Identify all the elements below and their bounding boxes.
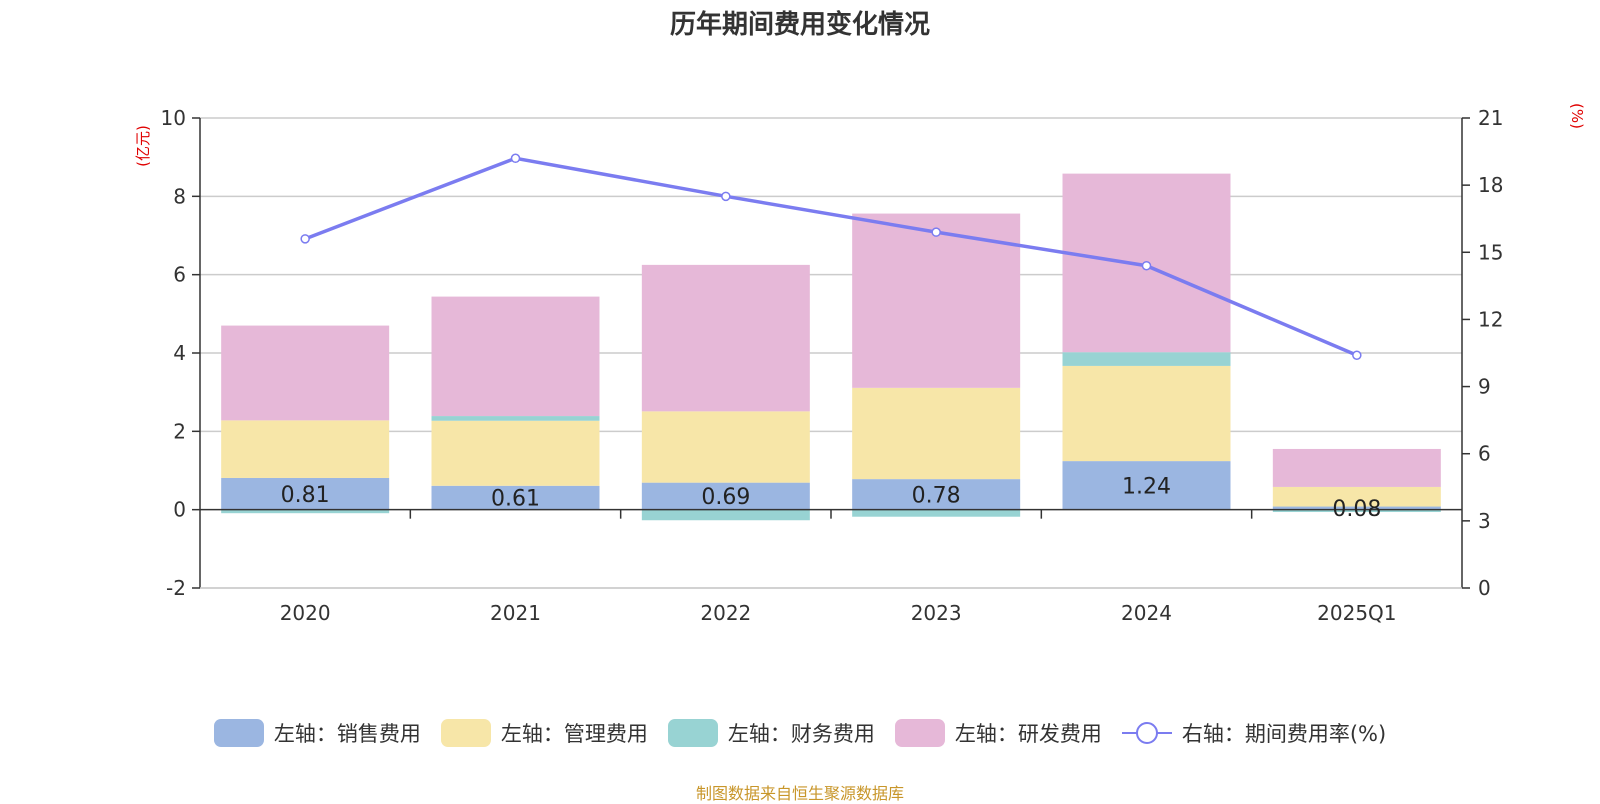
right-axis-tick-label: 21 bbox=[1478, 106, 1503, 130]
bar-admin-2023 bbox=[852, 387, 1021, 480]
legend-swatch-admin bbox=[440, 719, 491, 747]
left-axis-tick-label: 6 bbox=[173, 263, 186, 287]
x-axis-tick-label: 2022 bbox=[700, 601, 751, 625]
data-label-sales: 0.08 bbox=[1332, 497, 1381, 522]
bar-admin-2020 bbox=[221, 420, 390, 478]
rate-point bbox=[510, 153, 521, 164]
data-label-sales: 1.24 bbox=[1122, 474, 1171, 499]
right-axis-tick-label: 6 bbox=[1478, 442, 1491, 466]
rate-point bbox=[300, 234, 310, 244]
legend-swatch-rd bbox=[894, 719, 945, 747]
legend-label-rate: 右轴：期间费用率(%) bbox=[1181, 722, 1387, 746]
bar-sales-2021 bbox=[431, 485, 600, 510]
legend-item-rate[interactable]: 右轴：期间费用率(%) bbox=[1121, 718, 1387, 748]
legend-item-admin[interactable]: 左轴：管理费用 bbox=[440, 718, 648, 748]
right-axis-unit: (%) bbox=[1568, 103, 1586, 129]
legend-item-rd[interactable]: 左轴：研发费用 bbox=[894, 718, 1102, 748]
legend-item-finance[interactable]: 左轴：财务费用 bbox=[667, 718, 875, 748]
right-axis-tick-label: 9 bbox=[1478, 375, 1491, 399]
bar-admin-2021 bbox=[431, 420, 600, 486]
x-axis-tick-label: 2024 bbox=[1121, 601, 1172, 625]
left-axis-tick-label: 10 bbox=[161, 106, 186, 130]
bar-finance-2020 bbox=[221, 509, 390, 514]
bar-rd-2023 bbox=[852, 213, 1021, 388]
right-axis-tick-label: 18 bbox=[1478, 173, 1503, 197]
rate-point bbox=[1352, 350, 1362, 360]
x-axis-tick-label: 2023 bbox=[911, 601, 962, 625]
bar-rd-2021 bbox=[431, 296, 600, 417]
x-axis-tick-label: 2025Q1 bbox=[1317, 601, 1396, 625]
bar-rd-2025Q1 bbox=[1272, 448, 1441, 487]
data-label-sales: 0.61 bbox=[491, 487, 540, 512]
legend-label-sales: 左轴：销售费用 bbox=[273, 722, 421, 746]
bar-admin-2024 bbox=[1062, 365, 1231, 462]
bar-finance-2025Q1 bbox=[1272, 509, 1441, 513]
data-labels: 0.81 0.61 0.69 0.78 1.24 0.08 bbox=[281, 474, 1382, 522]
data-label-sales: 0.69 bbox=[701, 485, 750, 510]
left-axis-tick-label: 4 bbox=[173, 341, 186, 365]
left-axis-tick-label: 2 bbox=[173, 419, 186, 443]
left-axis-tick-label: -2 bbox=[166, 576, 186, 600]
data-label-sales: 0.78 bbox=[912, 483, 961, 508]
bar-sales-2023 bbox=[852, 479, 1021, 510]
bar-finance-2022 bbox=[641, 509, 810, 521]
right-axis-tick-label: 0 bbox=[1478, 576, 1491, 600]
axes: -2 0 2 4 6 8 10 0 3 6 9 12 15 18 21 2020 2021 2022 2023 202… bbox=[161, 106, 1504, 625]
bar-finance-2024 bbox=[1062, 352, 1231, 366]
rate-line bbox=[300, 153, 1362, 360]
left-axis-tick-label: 0 bbox=[173, 498, 186, 522]
legend-label-rd: 左轴：研发费用 bbox=[954, 722, 1102, 746]
chart-title: 历年期间费用变化情况 bbox=[669, 10, 930, 40]
x-axis-tick-label: 2021 bbox=[490, 601, 541, 625]
legend: 左轴：销售费用 左轴：管理费用 左轴：财务费用 左轴：研发费用 右轴：期间费用率… bbox=[0, 718, 1600, 748]
bar-sales-2025Q1 bbox=[1272, 506, 1441, 510]
rate-point bbox=[1141, 260, 1152, 271]
rate-point bbox=[721, 191, 731, 202]
rate-line-path bbox=[304, 156, 1358, 357]
rate-point bbox=[931, 227, 941, 237]
bar-sales-2020 bbox=[221, 477, 390, 510]
legend-label-admin: 左轴：管理费用 bbox=[500, 722, 648, 746]
legend-label-finance: 左轴：财务费用 bbox=[727, 722, 875, 746]
bar-sales-2024 bbox=[1062, 461, 1231, 510]
right-axis-tick-label: 15 bbox=[1478, 240, 1503, 264]
legend-swatch-sales bbox=[213, 719, 264, 747]
bars bbox=[221, 173, 1441, 521]
bar-rd-2020 bbox=[221, 325, 390, 421]
legend-item-sales[interactable]: 左轴：销售费用 bbox=[213, 718, 421, 748]
data-label-sales: 0.81 bbox=[281, 483, 330, 508]
bar-finance-2023 bbox=[852, 509, 1021, 517]
bar-finance-2021 bbox=[431, 416, 600, 421]
source-note: 制图数据来自恒生聚源数据库 bbox=[695, 784, 904, 803]
right-axis-tick-label: 3 bbox=[1478, 509, 1491, 533]
left-axis-tick-label: 8 bbox=[173, 184, 186, 208]
bar-admin-2025Q1 bbox=[1272, 486, 1441, 507]
legend-line-rate-icon bbox=[1121, 719, 1172, 747]
bar-rd-2022 bbox=[641, 264, 810, 412]
x-axis-tick-label: 2020 bbox=[280, 601, 331, 625]
bar-admin-2022 bbox=[641, 411, 810, 483]
legend-swatch-finance bbox=[667, 719, 718, 747]
right-axis-tick-label: 12 bbox=[1478, 307, 1503, 331]
left-axis-unit: (亿元) bbox=[134, 125, 152, 167]
bar-sales-2022 bbox=[641, 482, 810, 510]
